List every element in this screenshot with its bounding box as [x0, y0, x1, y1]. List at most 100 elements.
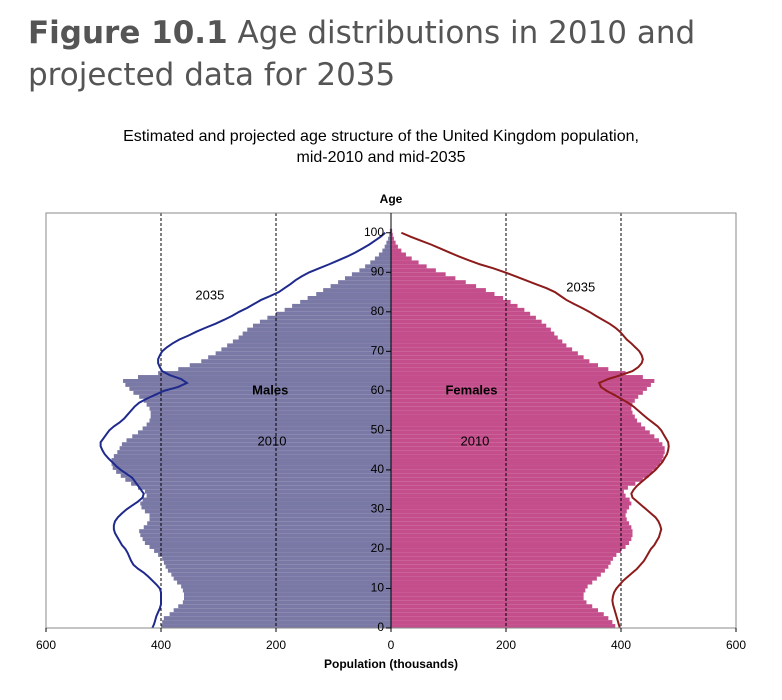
bar [147, 521, 391, 526]
bar [391, 529, 633, 534]
bar [292, 303, 391, 308]
bar [391, 347, 573, 352]
bar [391, 556, 613, 561]
bar [391, 580, 593, 585]
bar [242, 331, 391, 336]
line [99, 232, 386, 629]
bar [125, 382, 391, 387]
bar [259, 319, 391, 324]
bar [391, 509, 627, 514]
bar [173, 608, 391, 613]
bar [388, 236, 391, 241]
bar [189, 363, 391, 368]
bar [391, 351, 578, 356]
bar [158, 552, 391, 557]
bar [149, 513, 391, 518]
bar [391, 434, 655, 439]
x-tick-label: 600 [726, 638, 746, 652]
x-tick-label: 200 [496, 638, 516, 652]
bar [391, 588, 586, 593]
bar [139, 394, 391, 399]
bar [171, 572, 391, 577]
bar [165, 564, 391, 569]
bar [378, 252, 391, 257]
bar [133, 390, 391, 395]
y-tick-label: 40 [371, 462, 385, 476]
bar [391, 327, 551, 332]
y-tick-label: 100 [364, 225, 384, 239]
bar [391, 469, 653, 474]
bar [391, 422, 642, 427]
bar [391, 367, 609, 372]
bar [391, 596, 584, 601]
bar [391, 394, 639, 399]
bar [391, 521, 630, 526]
bar [184, 596, 391, 601]
bar [391, 296, 504, 300]
bar [370, 260, 391, 265]
bar [391, 517, 627, 522]
bar [391, 493, 626, 498]
bar [150, 410, 391, 415]
annotation: 2035 [195, 287, 224, 302]
bar [391, 371, 626, 376]
bar [330, 284, 391, 289]
bar [111, 458, 392, 462]
bar [146, 402, 391, 407]
bar [142, 426, 391, 431]
bar [391, 343, 567, 348]
bar [238, 335, 391, 340]
bar [149, 406, 391, 411]
x-tick-label: 0 [388, 638, 395, 652]
bar [144, 541, 391, 545]
bar [391, 541, 630, 545]
y-tick-label: 10 [371, 581, 385, 595]
bar [391, 410, 633, 415]
bar [158, 371, 391, 376]
bar [391, 465, 657, 470]
bar [112, 465, 391, 470]
bar [161, 624, 391, 628]
bar [391, 355, 584, 360]
bar [351, 272, 391, 277]
bar [391, 462, 661, 466]
bar [143, 398, 391, 403]
bar [391, 513, 626, 518]
bar [116, 469, 392, 474]
bar [391, 311, 531, 316]
y-tick-label: 60 [371, 383, 385, 397]
bar [169, 612, 391, 617]
bar [117, 450, 392, 455]
bar [163, 616, 391, 621]
bar [144, 509, 391, 514]
bar [391, 616, 609, 621]
bar [391, 612, 604, 617]
bar [221, 347, 391, 352]
x-tick-label: 200 [266, 638, 286, 652]
bar [391, 264, 427, 269]
bar [391, 545, 626, 549]
y-tick-label: 90 [371, 264, 385, 278]
x-tick-label: 400 [151, 638, 171, 652]
bar [359, 268, 391, 273]
bar [177, 580, 391, 585]
bar [391, 450, 665, 455]
y-tick-label: 80 [371, 304, 385, 318]
bar [391, 525, 632, 530]
bar [182, 600, 391, 605]
bar [143, 525, 391, 530]
bar [391, 288, 486, 293]
y-axis-label: Age [380, 192, 403, 206]
figure-title: Age distributions in 2010 and projected … [28, 15, 696, 93]
bar [391, 284, 477, 289]
bar [139, 529, 391, 534]
bar [184, 592, 391, 597]
bar [374, 256, 391, 261]
bar [391, 248, 402, 253]
bar [391, 240, 396, 245]
bar [384, 244, 391, 249]
bar [391, 608, 598, 613]
bar [382, 248, 391, 253]
bar [391, 620, 613, 625]
